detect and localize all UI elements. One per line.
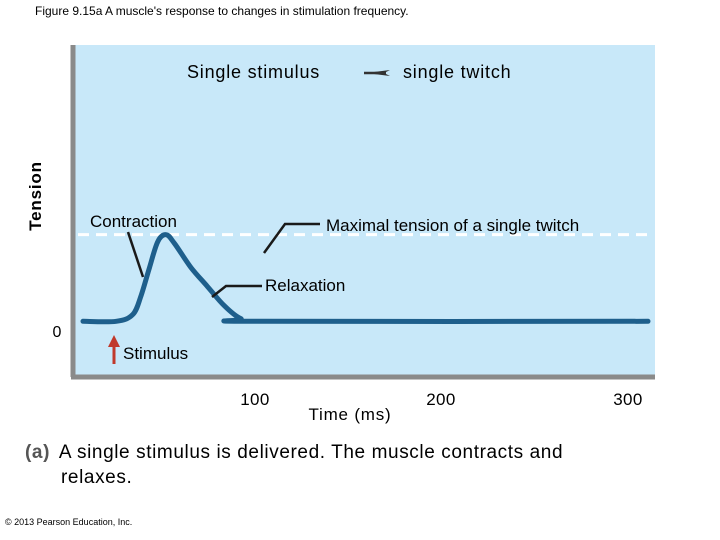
caption-line-1: (a) A single stimulus is delivered. The … <box>25 440 563 465</box>
copyright-notice: © 2013 Pearson Education, Inc. <box>5 517 133 527</box>
relaxation-label: Relaxation <box>265 276 345 295</box>
chart-title-suffix: single twitch <box>403 62 511 82</box>
relaxation-leader-line <box>211 284 262 298</box>
tension-curve <box>80 232 651 325</box>
maximal-tension-label: Maximal tension of a single twitch <box>326 216 579 235</box>
y-axis-label: Tension <box>26 161 45 231</box>
contraction-leader-line <box>126 231 145 278</box>
plot-background <box>73 45 655 377</box>
figure-title: Figure 9.15a A muscle's response to chan… <box>35 4 409 18</box>
x-tick-label: 200 <box>426 390 456 409</box>
contraction-label: Contraction <box>90 212 177 231</box>
stimulus-arrow-icon <box>108 335 120 364</box>
stimulus-label: Stimulus <box>123 344 188 363</box>
maximal-tension-leader-line <box>262 222 320 254</box>
x-tick-label: 100 <box>240 390 270 409</box>
chart-title: Single stimulus <box>187 62 320 82</box>
x-axis-label: Time (ms) <box>308 405 391 424</box>
y-tick-label: 0 <box>53 324 62 341</box>
caption-letter: (a) <box>25 442 51 463</box>
right-arrow-icon <box>364 70 390 76</box>
x-tick-label: 300 <box>613 390 643 409</box>
caption-line-2: relaxes. <box>61 467 133 488</box>
caption-text-1: A single stimulus is delivered. The musc… <box>58 442 564 463</box>
